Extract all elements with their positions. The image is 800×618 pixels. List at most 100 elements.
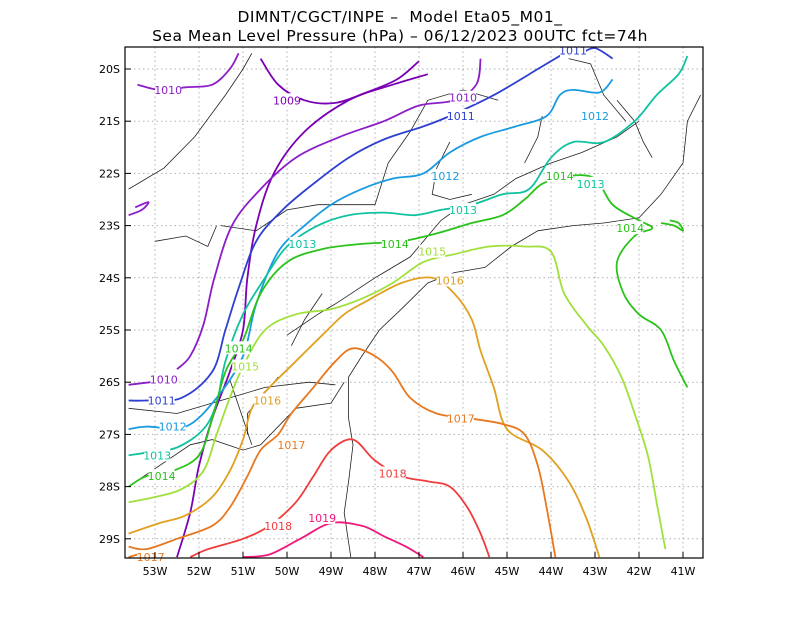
isobar-label-bg (447, 108, 474, 122)
isobar-1010 (128, 381, 151, 386)
lon-tick-label: 41W (671, 565, 696, 578)
isobar-label: 1013 (577, 178, 605, 191)
isobar-label-bg (289, 236, 316, 250)
lon-tick-label: 46W (451, 565, 476, 578)
isobar-1015 (128, 244, 667, 550)
latitude-ticks: 20S 21S 22S 23S 24S 25S 26S 27S 28S 29S (99, 63, 131, 546)
isobar-label-bg (144, 448, 171, 462)
isobar-layer (128, 47, 689, 558)
lat-tick-label: 26S (99, 376, 120, 389)
lon-tick-label: 51W (231, 565, 256, 578)
isobar-label: 1014 (225, 342, 253, 355)
isobar-label: 1019 (308, 512, 336, 525)
isobar-label-bg (436, 273, 463, 287)
lon-tick-label: 48W (363, 565, 388, 578)
lat-tick-label: 25S (99, 324, 120, 337)
isobar-label-bg (450, 202, 476, 216)
lon-tick-label: 50W (275, 565, 300, 578)
isobar-label-bg (447, 411, 474, 425)
isobar-label-bg (546, 169, 573, 183)
coastline (524, 115, 543, 164)
coastline (616, 100, 653, 158)
isobar-label-bg (274, 93, 300, 107)
isobar-label-bg (419, 244, 446, 258)
isobar-label: 1016 (253, 394, 281, 407)
longitude-ticks: 53W 52W 51W 50W 49W 48W 47W 46W 45W 44W 43W 42W 41W (143, 552, 696, 578)
isobar-label-bg (254, 393, 281, 407)
isobar-label: 1012 (159, 421, 187, 434)
isobar-1017 (128, 553, 138, 558)
isobar-label: 1009 (273, 94, 301, 107)
isobar-label-bg (155, 82, 182, 96)
isobar-1019 (242, 521, 424, 558)
isobar-1011 (128, 52, 565, 402)
isobar-label-bg (150, 372, 177, 386)
lat-tick-label: 20S (99, 63, 120, 76)
isobar-label: 1012 (431, 170, 459, 183)
isobar-label-bg (577, 176, 604, 190)
lon-tick-label: 53W (143, 565, 168, 578)
lat-tick-label: 24S (99, 272, 120, 285)
grid-lines (125, 47, 703, 558)
lat-tick-label: 23S (99, 220, 120, 233)
isobar-label-bg (137, 550, 164, 564)
isobar-label: 1011 (559, 45, 587, 58)
map-frame (124, 46, 704, 559)
isobar-label: 1014 (148, 470, 176, 483)
lat-tick-label: 29S (99, 533, 120, 546)
isobar-1009 (259, 58, 420, 105)
isobar-label: 1013 (449, 204, 477, 217)
isobar-label-bg (148, 469, 175, 483)
lon-tick-label: 43W (583, 565, 608, 578)
isobar-label-bg (265, 518, 292, 532)
isobar-1014 (660, 219, 684, 232)
coastline (229, 379, 253, 445)
isobar-label: 1018 (379, 468, 407, 481)
lon-tick-label: 47W (407, 565, 432, 578)
lon-tick-label: 52W (187, 565, 212, 578)
title-line-2: Sea Mean Level Pressure (hPa) – 06/12/20… (152, 27, 648, 45)
isobar-label-bg (582, 108, 608, 122)
isobar-1014 (128, 174, 689, 488)
isobar-1010 (176, 58, 482, 370)
isobar-1016 (128, 276, 601, 558)
lat-tick-label: 28S (99, 481, 120, 494)
coastline (128, 381, 336, 414)
coastline (291, 293, 323, 346)
isobar-label: 1015 (418, 246, 446, 259)
isobar-label: 1015 (231, 361, 259, 374)
isobar-label: 1010 (449, 92, 477, 105)
isobar-label-bg (381, 236, 408, 250)
isobar-1010 (137, 52, 240, 91)
isobar-label-bg (432, 169, 459, 183)
lon-tick-label: 49W (319, 565, 344, 578)
isobar-1010 (128, 201, 150, 217)
lat-tick-label: 21S (99, 115, 120, 128)
coastline (343, 94, 701, 558)
isobar-label: 1013 (143, 449, 171, 462)
isobar-label: 1014 (546, 170, 574, 183)
isobar-label-bg (278, 437, 305, 451)
isobar-label: 1017 (277, 439, 305, 452)
isobar-label: 1014 (381, 238, 409, 251)
isobar-label: 1016 (436, 274, 464, 287)
isobar-label: 1012 (581, 110, 609, 123)
isobar-label-bg (148, 393, 175, 407)
isobar-label: 1011 (148, 394, 176, 407)
isobar-label-bg (159, 419, 186, 433)
isobar-label: 1010 (154, 84, 182, 97)
isobar-1017 (128, 347, 557, 558)
isobar-1009 (176, 73, 429, 558)
isobar-label-bg (450, 90, 476, 104)
isobar-1012 (128, 78, 614, 431)
coastline (128, 381, 345, 487)
isobar-label: 1010 (150, 374, 178, 387)
isobar-label-bg (379, 466, 406, 480)
isobar-label-bg (309, 510, 336, 524)
title-line-1: DIMNT/CGCT/INPE – Model Eta05_M01_ (237, 8, 563, 26)
lat-tick-label: 22S (99, 167, 120, 180)
lon-tick-label: 42W (627, 565, 652, 578)
isobar-1018 (189, 438, 491, 558)
